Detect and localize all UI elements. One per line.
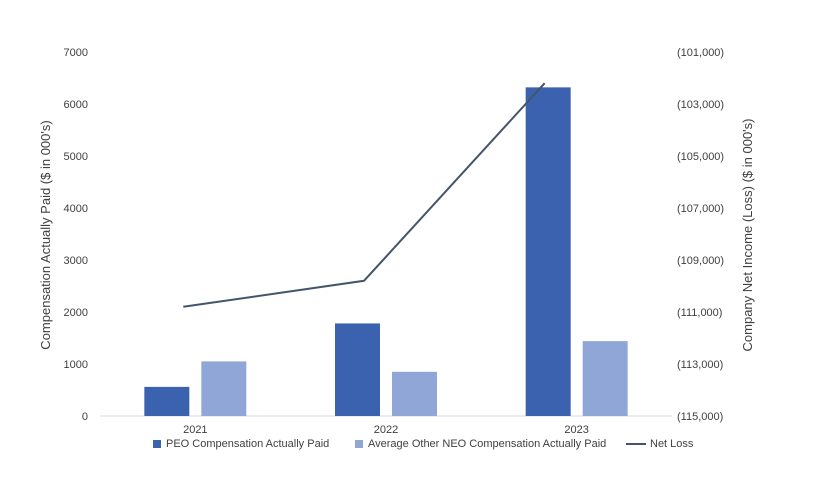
y-right-tick-label: (105,000) (677, 151, 724, 163)
bar-neo-2022 (392, 371, 437, 416)
y-right-tick-label: (109,000) (677, 255, 724, 267)
legend-item-net-loss: Net Loss (626, 438, 693, 450)
x-tick-label: 2022 (374, 424, 398, 436)
legend-item-neo: Average Other NEO Compensation Actually … (355, 438, 606, 450)
legend-item-peo: PEO Compensation Actually Paid (153, 438, 329, 450)
legend-swatch-peo (153, 440, 161, 448)
y-right-tick-label: (113,000) (677, 359, 723, 371)
y-left-tick-label: 4000 (64, 203, 88, 215)
net-loss-line (183, 82, 546, 308)
legend-label-net-loss: Net Loss (650, 438, 694, 450)
y-left-tick-label: 7000 (64, 47, 88, 59)
y-right-tick-label: (101,000) (677, 47, 724, 59)
y-axis-left-label: Compensation Actually Paid ($ in 000's) (38, 120, 53, 349)
y-left-tick-label: 3000 (64, 255, 88, 267)
y-right-tick-label: (103,000) (677, 99, 724, 111)
bar-neo-2023 (582, 341, 628, 416)
y-left-tick-label: 5000 (64, 151, 88, 163)
legend-swatch-neo (355, 440, 363, 448)
y-right-tick-label: (107,000) (677, 203, 724, 215)
y-left-tick-label: 2000 (64, 307, 88, 319)
legend: PEO Compensation Actually Paid Average O… (0, 438, 826, 458)
legend-label-peo: PEO Compensation Actually Paid (166, 438, 330, 450)
bar-peo-2021 (144, 386, 190, 416)
left-axis-ticks: 0 1000 2000 3000 4000 5000 6000 7000 (64, 47, 88, 423)
legend-label-neo: Average Other NEO Compensation Actually … (368, 438, 607, 450)
bar-peo-2023 (525, 87, 571, 417)
y-right-tick-label: (111,000) (677, 307, 722, 319)
y-axis-right-label: Company Net Income (Loss) ($ in 000's) (740, 119, 755, 352)
x-axis-tick-labels: 2021 2022 2023 (183, 424, 589, 436)
bar-peo-2022 (335, 323, 380, 416)
y-left-tick-label: 1000 (64, 359, 88, 371)
y-right-tick-label: (115,000) (677, 411, 723, 423)
y-left-tick-label: 6000 (64, 99, 88, 111)
bars (144, 87, 628, 417)
legend-line-net-loss (626, 443, 646, 445)
y-left-tick-label: 0 (82, 411, 88, 423)
x-tick-label: 2023 (564, 424, 588, 436)
x-tick-label: 2021 (183, 424, 207, 436)
bar-neo-2021 (201, 361, 247, 416)
right-axis-ticks: (115,000) (113,000) (111,000) (109,000) (107… (677, 47, 724, 423)
